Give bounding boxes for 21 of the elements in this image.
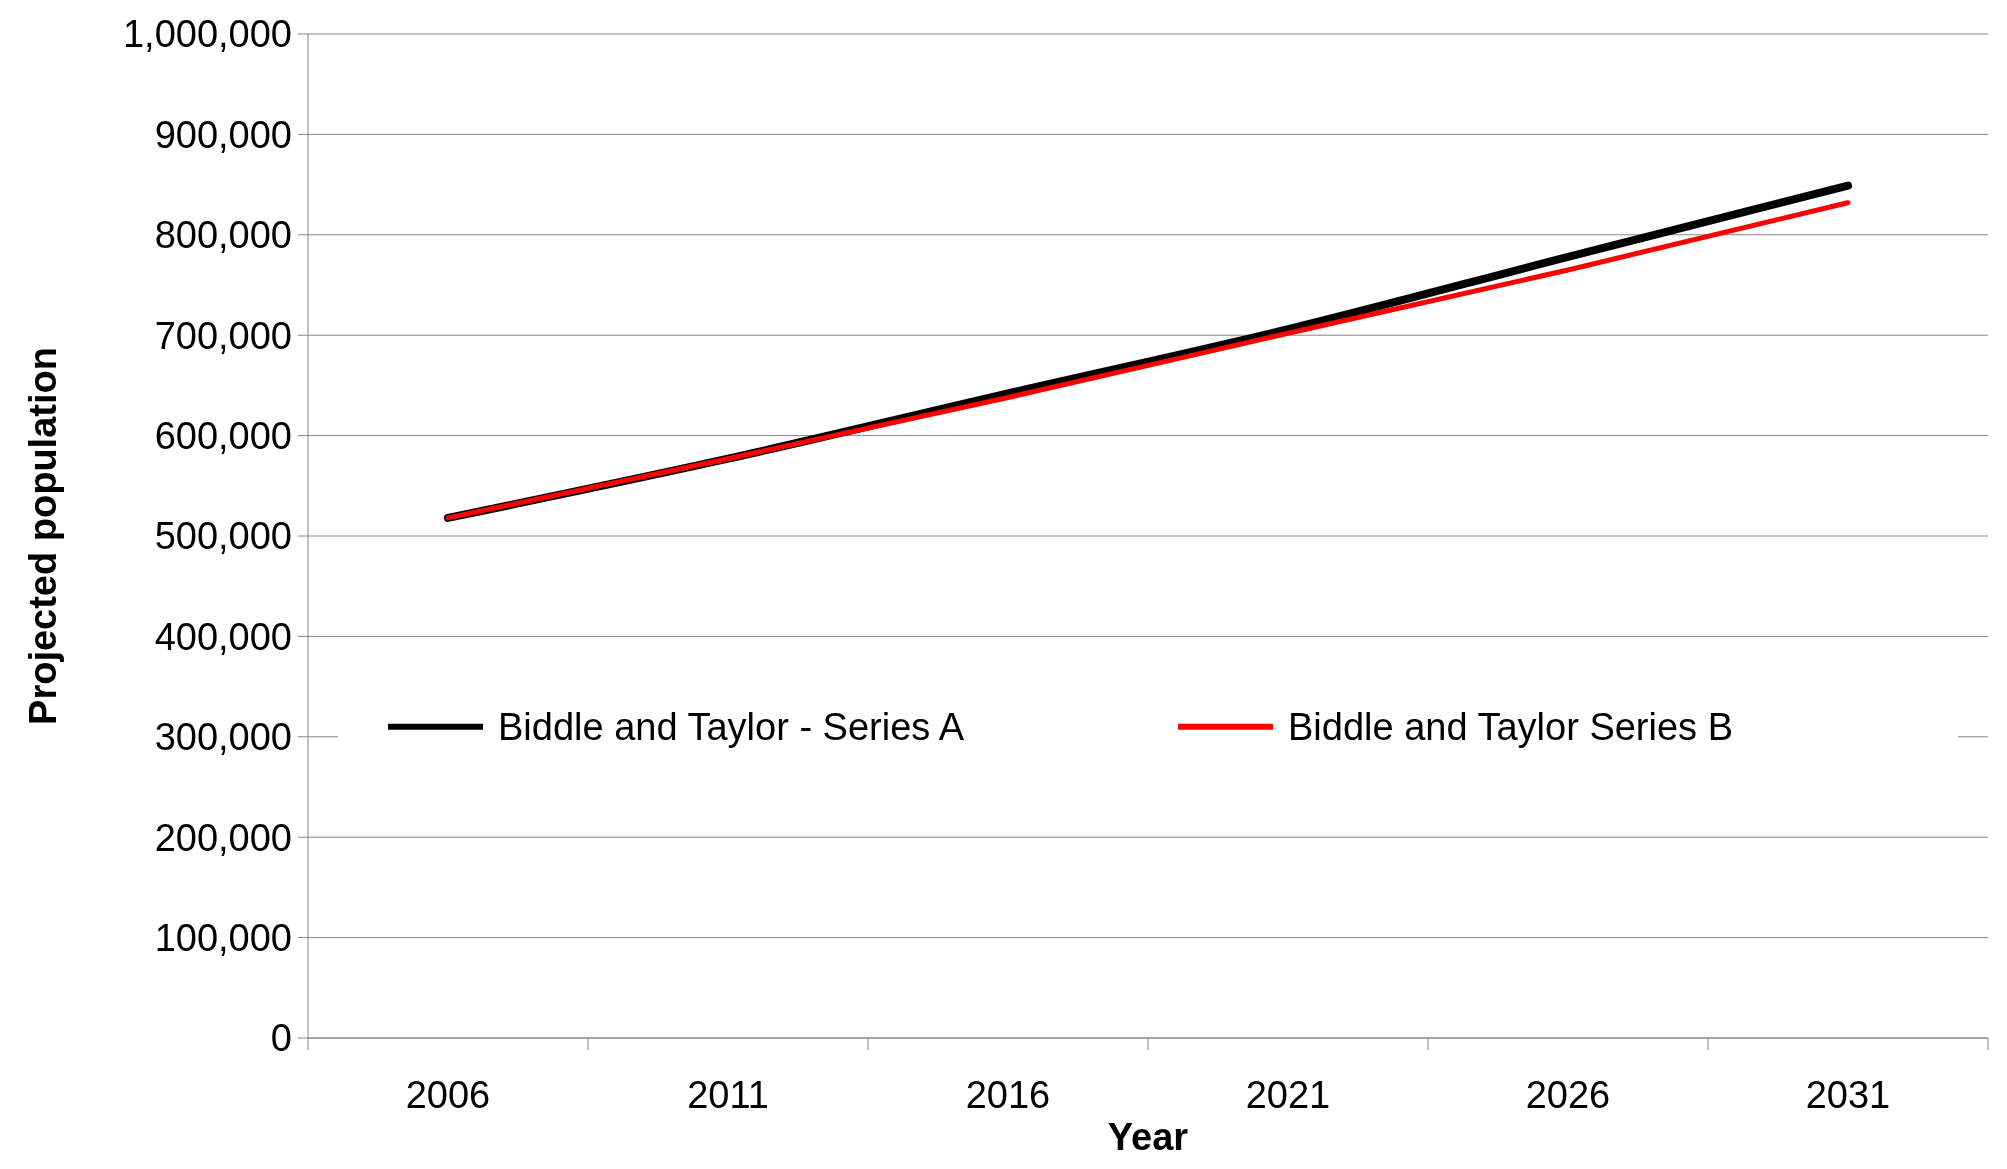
x-tick-label: 2006 bbox=[405, 1074, 491, 1116]
x-axis-title: Year bbox=[1107, 1116, 1189, 1158]
x-tick-label: 2021 bbox=[1245, 1074, 1331, 1116]
y-tick-label: 400,000 bbox=[154, 615, 292, 658]
y-tick-label: 500,000 bbox=[154, 515, 292, 558]
y-tick-label: 800,000 bbox=[154, 214, 292, 257]
x-tick-label: 2016 bbox=[965, 1074, 1051, 1116]
x-tick-label: 2026 bbox=[1525, 1074, 1611, 1116]
y-tick-label: 600,000 bbox=[154, 414, 292, 457]
y-tick-label: 300,000 bbox=[154, 716, 292, 759]
legend-label: Biddle and Taylor Series B bbox=[1288, 706, 1733, 749]
x-tick-label: 2031 bbox=[1805, 1074, 1891, 1116]
y-axis-title: Projected population bbox=[22, 347, 64, 725]
y-tick-label: 200,000 bbox=[154, 816, 292, 859]
y-tick-label: 700,000 bbox=[154, 314, 292, 357]
x-tick-label: 2011 bbox=[687, 1074, 769, 1116]
y-tick-label: 100,000 bbox=[154, 916, 292, 959]
y-tick-label: 900,000 bbox=[154, 113, 292, 156]
y-tick-label: 1,000,000 bbox=[122, 13, 292, 56]
legend-label: Biddle and Taylor - Series A bbox=[498, 706, 965, 749]
y-tick-label: 0 bbox=[270, 1017, 292, 1060]
